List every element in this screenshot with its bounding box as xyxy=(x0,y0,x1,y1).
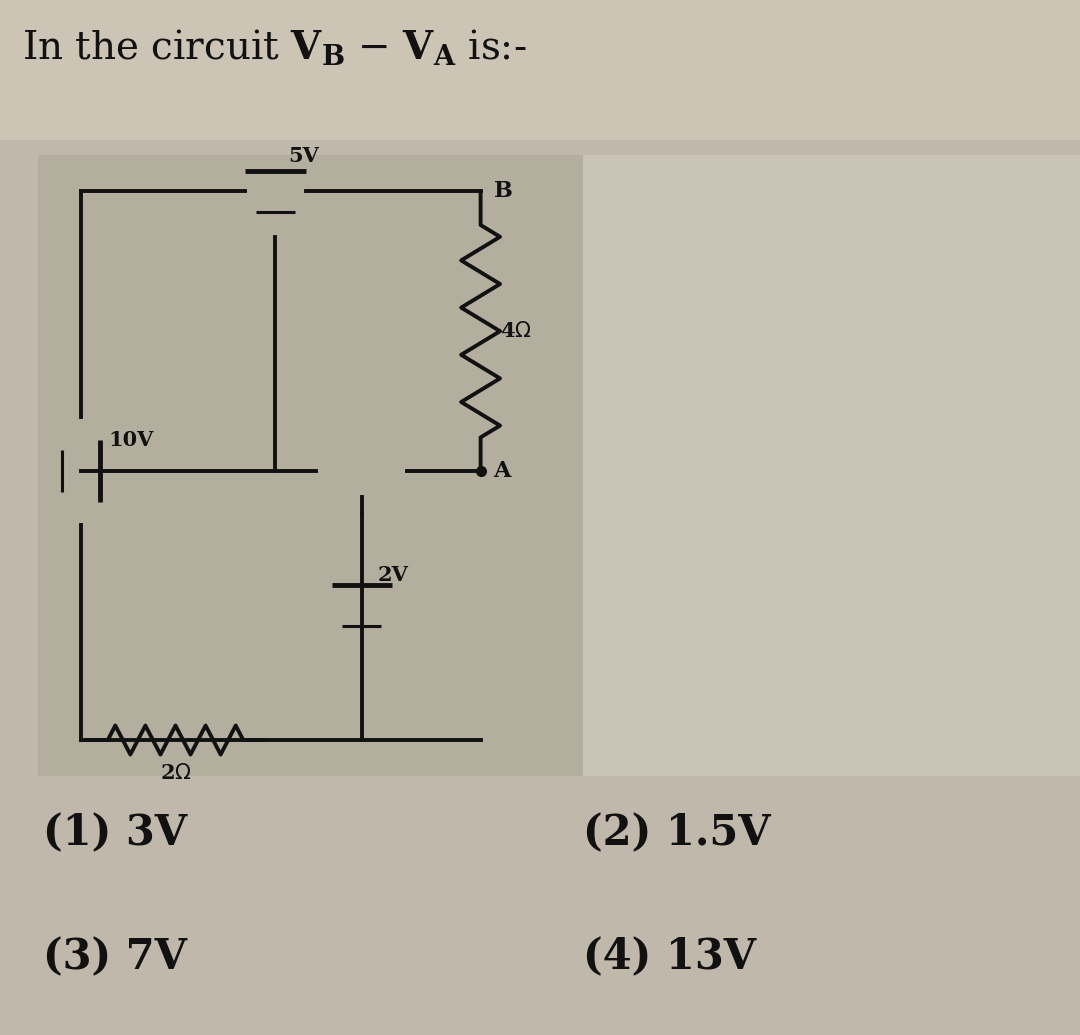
Text: 2$\Omega$: 2$\Omega$ xyxy=(160,763,191,782)
Text: (4) 13V: (4) 13V xyxy=(583,937,756,978)
FancyBboxPatch shape xyxy=(583,155,1080,776)
Text: 2V: 2V xyxy=(378,565,409,585)
Text: 10V: 10V xyxy=(108,431,153,450)
Text: (2) 1.5V: (2) 1.5V xyxy=(583,812,771,854)
Text: A: A xyxy=(494,460,511,482)
Text: In the circuit $\mathbf{V_B}$ $-$ $\mathbf{V_A}$ is:-: In the circuit $\mathbf{V_B}$ $-$ $\math… xyxy=(22,27,526,66)
Text: 5V: 5V xyxy=(288,146,320,166)
Text: 4$\Omega$: 4$\Omega$ xyxy=(500,321,531,342)
FancyBboxPatch shape xyxy=(38,155,583,776)
Text: (3) 7V: (3) 7V xyxy=(43,937,187,978)
Text: (1) 3V: (1) 3V xyxy=(43,812,187,854)
FancyBboxPatch shape xyxy=(0,0,1080,140)
Text: B: B xyxy=(494,180,512,203)
